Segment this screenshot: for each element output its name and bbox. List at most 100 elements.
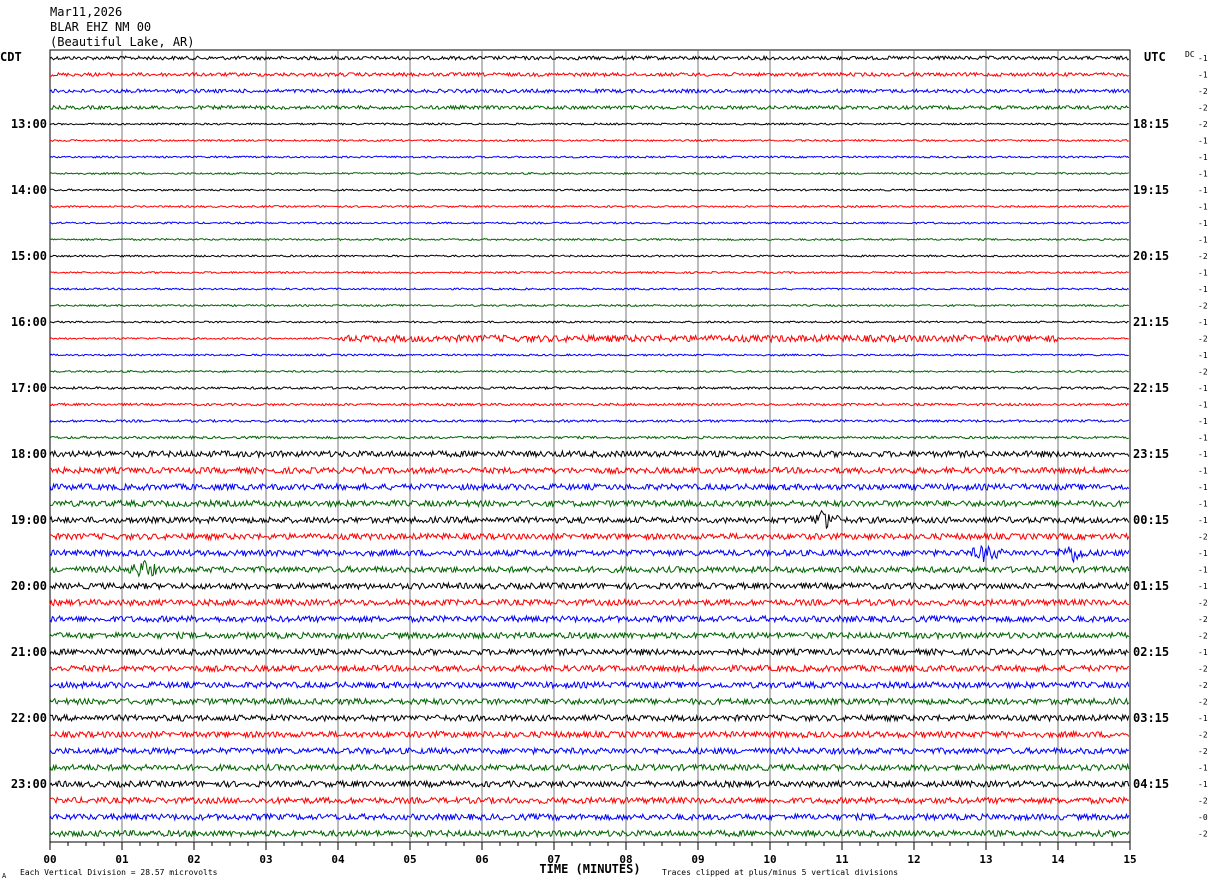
dc-offset-label: -2	[1198, 599, 1208, 608]
dc-offset-label: -1	[1198, 186, 1208, 195]
x-tick-label: 06	[475, 853, 489, 866]
header-location: (Beautiful Lake, AR)	[50, 35, 195, 49]
seismic-trace	[49, 465, 1130, 476]
x-tick-label: 10	[763, 853, 776, 866]
utc-hour-label: 22:15	[1133, 381, 1169, 395]
seismic-trace	[49, 762, 1130, 773]
dc-offset-label: -2	[1198, 698, 1208, 707]
seismic-trace	[50, 71, 1130, 78]
header-station: BLAR EHZ NM 00	[50, 20, 152, 34]
utc-hour-label: 19:15	[1133, 183, 1169, 197]
dc-offset-label: -1	[1198, 236, 1208, 245]
x-tick-label: 01	[115, 853, 129, 866]
dc-offset-label: -2	[1198, 120, 1208, 129]
seismic-trace	[49, 402, 1130, 407]
dc-offset-label: -2	[1198, 665, 1208, 674]
x-tick-label: 13	[979, 853, 992, 866]
seismic-trace	[49, 171, 1129, 176]
seismic-trace	[49, 729, 1130, 740]
cdt-hour-label: 22:00	[11, 711, 47, 725]
dc-offset-label: -2	[1198, 797, 1208, 806]
dc-offset-label: -2	[1198, 368, 1208, 377]
cdt-hour-label: 20:00	[11, 579, 47, 593]
clip-note: Traces clipped at plus/minus 5 vertical …	[662, 868, 898, 877]
seismic-trace	[49, 333, 1129, 344]
dc-offset-label: -2	[1198, 747, 1208, 756]
dc-offset-label: -1	[1198, 71, 1208, 80]
cdt-hour-label: 13:00	[11, 117, 47, 131]
cdt-hour-label: 17:00	[11, 381, 47, 395]
seismic-trace	[49, 509, 1130, 530]
dc-offset-label: -2	[1198, 252, 1208, 261]
plot-frame	[49, 49, 1131, 843]
utc-hour-label: 20:15	[1133, 249, 1169, 263]
cdt-hour-label: 19:00	[11, 513, 47, 527]
seismic-trace	[49, 254, 1130, 258]
utc-hour-label: 23:15	[1133, 447, 1169, 461]
cdt-hour-label: 15:00	[11, 249, 47, 263]
seismic-trace	[49, 713, 1130, 723]
x-tick-label: 05	[403, 853, 416, 866]
seismic-trace	[49, 138, 1129, 143]
seismic-trace	[49, 544, 1130, 564]
dc-offset-label: -2	[1198, 302, 1208, 311]
dc-offset-label: -2	[1198, 632, 1208, 641]
x-tick-label: 07	[547, 853, 560, 866]
utc-hour-label: 03:15	[1133, 711, 1169, 725]
x-tick-label: 15	[1123, 853, 1136, 866]
seismic-trace	[49, 188, 1130, 192]
seismic-trace	[49, 270, 1129, 275]
dc-offset-label: -2	[1198, 104, 1208, 113]
seismic-trace	[49, 122, 1130, 126]
seismic-trace	[49, 320, 1129, 324]
cdt-hour-label: 18:00	[11, 447, 47, 461]
dc-offset-label: -1	[1198, 500, 1208, 509]
dc-offset-label: -2	[1198, 681, 1208, 690]
seismic-trace	[49, 435, 1129, 440]
seismic-trace	[49, 581, 1130, 591]
dc-offset-label: -1	[1198, 648, 1208, 657]
seismic-trace	[49, 237, 1129, 242]
utc-hour-label: 02:15	[1133, 645, 1169, 659]
seismic-trace	[49, 812, 1130, 822]
x-tick-label: 09	[691, 853, 704, 866]
header-date: Mar11,2026	[50, 5, 123, 19]
seismic-trace	[49, 779, 1130, 789]
seismic-trace	[49, 647, 1130, 657]
utc-hour-label: 21:15	[1133, 315, 1169, 329]
seismic-trace	[49, 221, 1129, 225]
seismic-trace	[49, 680, 1130, 690]
dc-offset-label: -1	[1198, 417, 1208, 426]
dc-offset-label: -2	[1198, 87, 1208, 96]
seismic-trace	[49, 498, 1130, 509]
dc-offset-label: -1	[1198, 450, 1208, 459]
dc-offset-label: -1	[1198, 269, 1208, 278]
dc-offset-label: -1	[1198, 483, 1208, 492]
corner-mark: A	[2, 872, 7, 880]
trace-group	[49, 54, 1130, 839]
dc-offset-label: -1	[1198, 401, 1208, 410]
seismic-trace	[49, 597, 1129, 608]
seismic-trace	[49, 87, 1130, 95]
x-tick-label: 04	[331, 853, 345, 866]
seismic-trace	[49, 663, 1130, 674]
dc-offset-label: -2	[1198, 830, 1208, 839]
dc-offset-label: -2	[1198, 335, 1208, 344]
utc-hour-label: 04:15	[1133, 777, 1169, 791]
dc-offset-label: -1	[1198, 285, 1208, 294]
dc-offset-label: -1	[1198, 351, 1208, 360]
seismic-trace	[50, 385, 1130, 391]
cdt-hour-label: 23:00	[11, 777, 47, 791]
scale-note: Each Vertical Division = 28.57 microvolt…	[20, 868, 218, 877]
seismic-trace	[49, 353, 1129, 357]
utc-hour-label: 18:15	[1133, 117, 1169, 131]
dc-offset-label: -1	[1198, 566, 1208, 575]
dc-label: DC	[1185, 50, 1195, 59]
seismic-trace	[49, 630, 1130, 641]
x-tick-label: 12	[907, 853, 920, 866]
x-axis-title: TIME (MINUTES)	[539, 862, 640, 876]
dc-offset-label: -1	[1198, 137, 1208, 146]
seismic-trace	[49, 303, 1130, 308]
seismic-trace	[49, 54, 1130, 62]
seismic-trace	[49, 287, 1130, 291]
